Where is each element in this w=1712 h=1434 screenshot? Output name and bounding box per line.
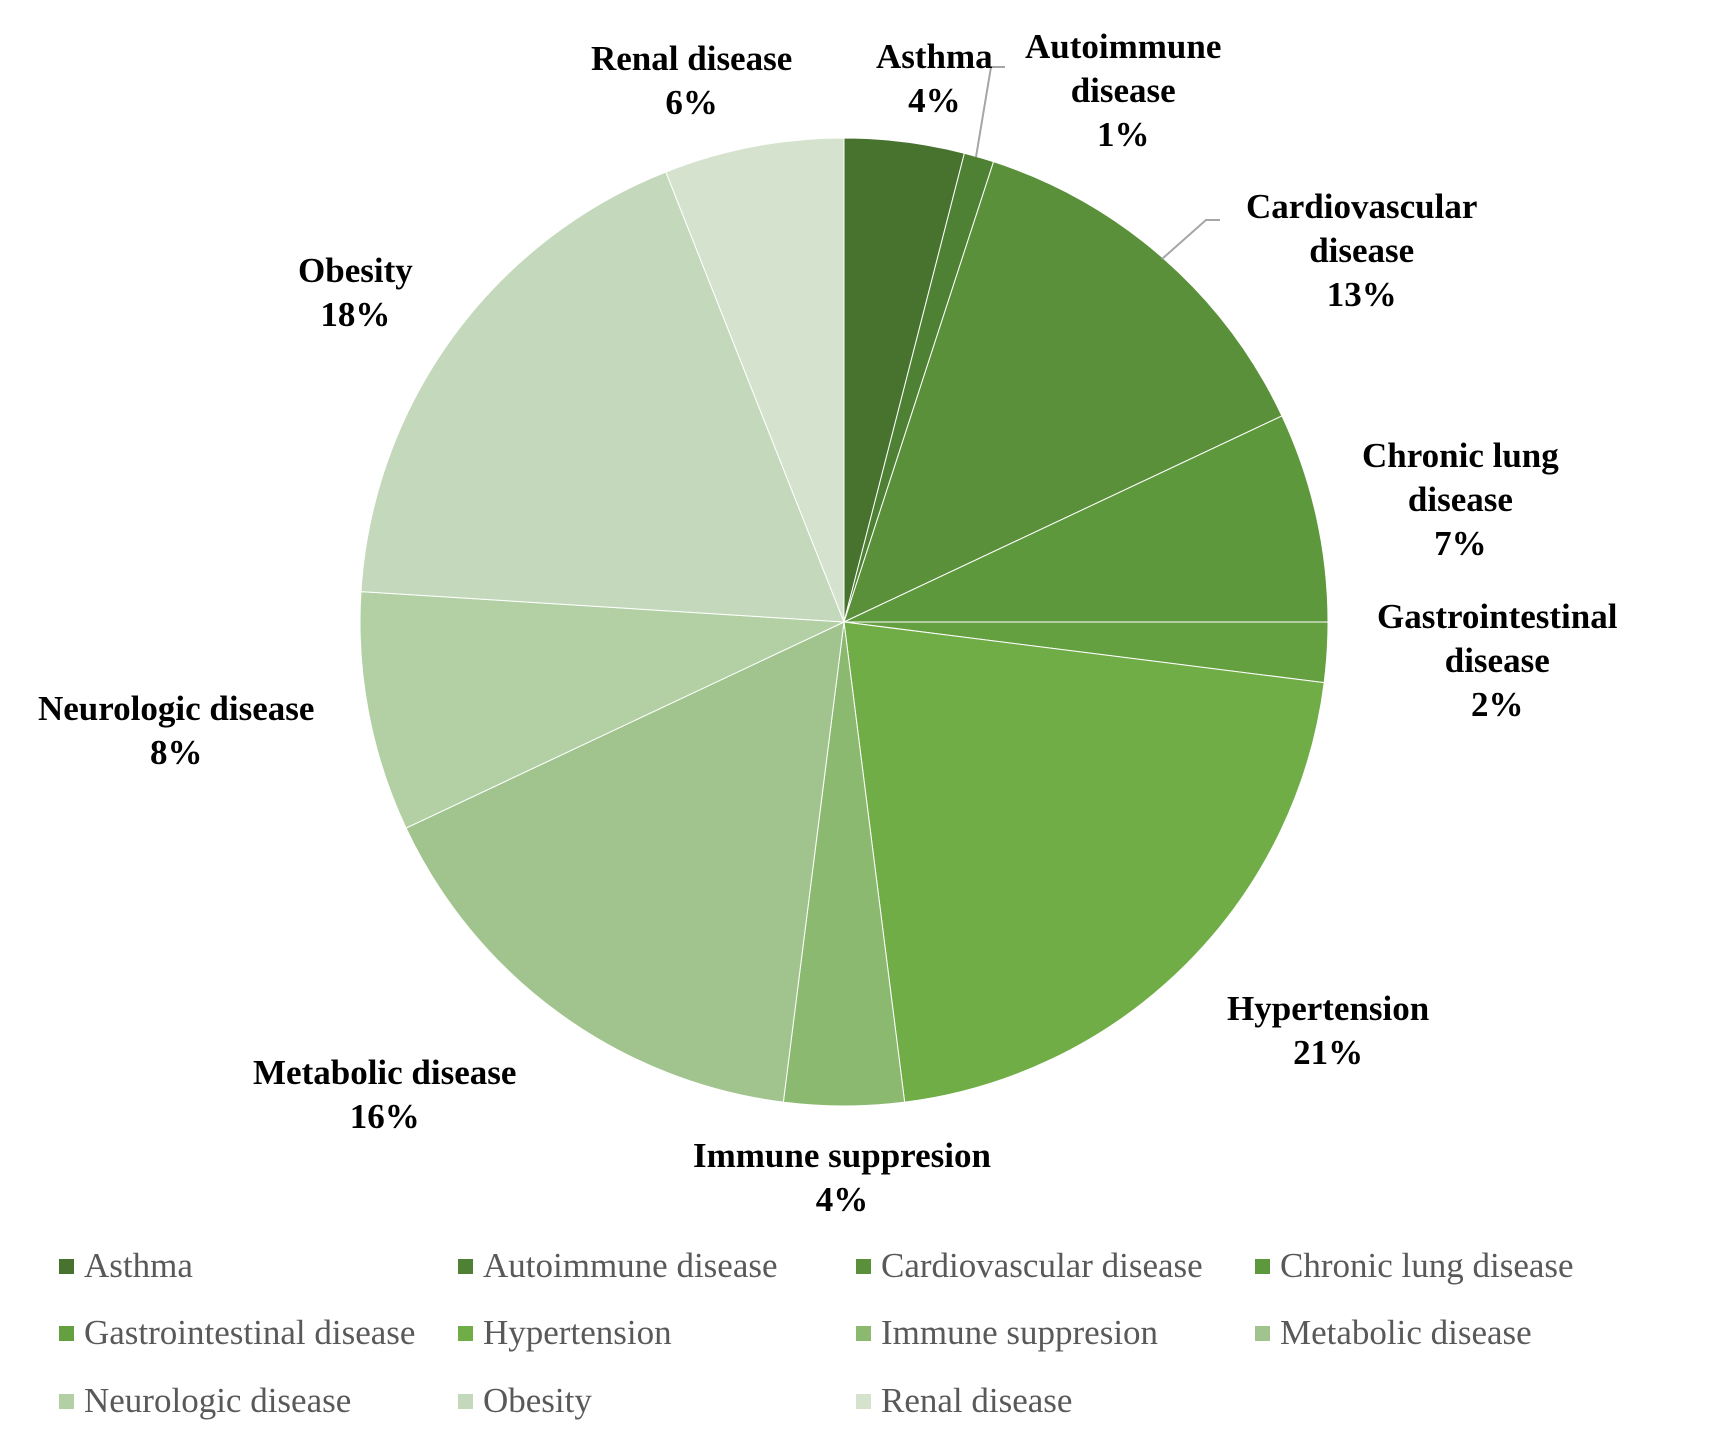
data-label-percent: 16%: [349, 1097, 420, 1136]
leader-line-cardiovascular-disease: [1161, 219, 1220, 260]
data-label-percent: 8%: [149, 733, 203, 772]
legend-swatch: [59, 1325, 74, 1341]
legend-item-chronic-lung-disease: Chronic lung disease: [1255, 1244, 1574, 1288]
data-label-percent: 4%: [815, 1180, 869, 1219]
legend-label: Neurologic disease: [84, 1381, 352, 1420]
legend-swatch: [856, 1258, 871, 1274]
leader-line-autoimmune-disease: [975, 66, 1005, 158]
data-label-name: Asthma: [876, 37, 993, 76]
data-label-name: Autoimmune: [1025, 27, 1222, 66]
legend-item-autoimmune-disease: Autoimmune disease: [458, 1244, 778, 1288]
data-label-name: disease: [1407, 480, 1513, 519]
legend-item-cardiovascular-disease: Cardiovascular disease: [856, 1244, 1203, 1288]
data-label-percent: 18%: [320, 295, 391, 334]
data-label-name: Immune suppresion: [693, 1136, 991, 1175]
data-label-percent: 1%: [1096, 115, 1150, 154]
legend-item-renal-disease: Renal disease: [856, 1379, 1072, 1423]
legend-label: Renal disease: [881, 1381, 1073, 1420]
data-label-percent: 4%: [908, 81, 961, 120]
data-label-percent: 13%: [1326, 275, 1397, 314]
legend-swatch: [458, 1258, 473, 1274]
legend-label: Obesity: [483, 1381, 592, 1420]
legend-label: Immune suppresion: [881, 1313, 1159, 1352]
data-label-hypertension: Hypertension 21%: [1227, 987, 1429, 1075]
legend-label: Chronic lung disease: [1280, 1246, 1574, 1285]
data-label-metabolic-disease: Metabolic disease 16%: [253, 1051, 516, 1139]
data-label-immune-suppresion: Immune suppresion 4%: [693, 1134, 991, 1222]
data-label-autoimmune-disease: Autoimmune disease 1%: [1025, 25, 1221, 157]
data-label-percent: 21%: [1293, 1033, 1364, 1072]
data-label-obesity: Obesity 18%: [298, 249, 413, 337]
legend-label: Autoimmune disease: [483, 1246, 778, 1285]
legend-swatch: [458, 1325, 473, 1341]
legend-item-asthma: Asthma: [59, 1244, 193, 1288]
pie-slice-obesity: [360, 171, 845, 623]
pie-slice-neurologic-disease: [359, 591, 845, 829]
data-label-percent: 2%: [1470, 685, 1524, 724]
legend-item-hypertension: Hypertension: [458, 1311, 672, 1355]
legend-swatch: [1255, 1258, 1270, 1274]
legend-item-metabolic-disease: Metabolic disease: [1255, 1311, 1532, 1355]
pie-slice-hypertension: [843, 621, 1325, 1103]
data-label-cardiovascular-disease: Cardiovascular disease 13%: [1246, 185, 1477, 317]
data-label-gastrointestinal-disease: Gastrointestinal disease 2%: [1377, 595, 1617, 727]
data-label-name: disease: [1070, 71, 1176, 110]
data-label-name: disease: [1309, 231, 1415, 270]
data-label-asthma: Asthma 4%: [876, 35, 993, 123]
data-label-name: Neurologic disease: [38, 689, 315, 728]
data-label-name: disease: [1444, 641, 1550, 680]
legend-label: Metabolic disease: [1280, 1313, 1532, 1352]
legend-swatch: [458, 1393, 473, 1409]
pie-slice-metabolic-disease: [405, 621, 845, 1103]
data-label-name: Cardiovascular: [1246, 187, 1478, 226]
data-label-percent: 6%: [665, 83, 718, 122]
legend-swatch: [856, 1393, 871, 1409]
legend-swatch: [856, 1325, 871, 1341]
data-label-neurologic-disease: Neurologic disease 8%: [38, 687, 314, 775]
data-label-name: Gastrointestinal: [1377, 597, 1618, 636]
legend-swatch: [59, 1258, 74, 1274]
legend-swatch: [59, 1393, 74, 1409]
legend-item-immune-suppresion: Immune suppresion: [856, 1311, 1158, 1355]
pie-slice-renal-disease: [665, 137, 845, 623]
legend-item-gastrointestinal-disease: Gastrointestinal disease: [59, 1311, 415, 1355]
data-label-name: Hypertension: [1227, 989, 1430, 1028]
data-label-percent: 7%: [1434, 524, 1487, 563]
data-label-name: Renal disease: [591, 39, 793, 78]
data-label-name: Metabolic disease: [253, 1053, 517, 1092]
legend-swatch: [1255, 1325, 1270, 1341]
data-label-name: Chronic lung: [1362, 436, 1559, 475]
legend-item-neurologic-disease: Neurologic disease: [59, 1379, 351, 1423]
pie-slice-cardiovascular-disease: [843, 161, 1283, 623]
legend-item-obesity: Obesity: [458, 1379, 592, 1423]
data-label-chronic-lung-disease: Chronic lung disease 7%: [1362, 434, 1559, 566]
legend-label: Asthma: [84, 1246, 193, 1285]
data-label-name: Obesity: [298, 251, 413, 290]
pie-slice-chronic-lung-disease: [843, 415, 1329, 623]
legend-label: Cardiovascular disease: [881, 1246, 1203, 1285]
data-label-renal-disease: Renal disease 6%: [591, 37, 792, 125]
legend-label: Gastrointestinal disease: [84, 1313, 416, 1352]
legend-label: Hypertension: [483, 1313, 672, 1352]
